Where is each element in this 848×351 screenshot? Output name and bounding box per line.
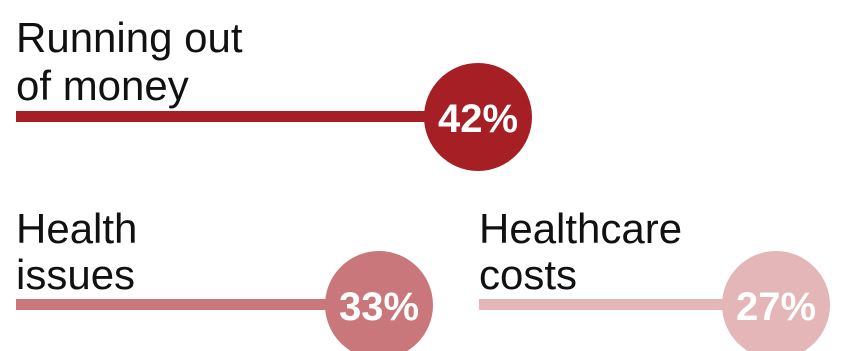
value-label-health-issues: 33% bbox=[339, 285, 419, 329]
value-bubble-healthcare-costs bbox=[722, 251, 830, 351]
value-bubble-running-out-of-money bbox=[424, 63, 532, 171]
chart-item-running-out-of-money: Running out of money 42% bbox=[16, 14, 532, 171]
category-label-line-2: costs bbox=[479, 251, 577, 298]
category-label-line-1: Running out bbox=[16, 14, 243, 61]
value-label-running-out-of-money: 42% bbox=[438, 97, 518, 141]
bar-running-out-of-money bbox=[16, 111, 478, 122]
bar-health-issues bbox=[16, 299, 379, 310]
category-label-line-1: Health bbox=[16, 205, 137, 252]
value-bubble-health-issues bbox=[325, 251, 433, 351]
category-label-line-2: issues bbox=[16, 251, 135, 298]
value-label-healthcare-costs: 27% bbox=[736, 285, 816, 329]
chart-item-healthcare-costs: Healthcare costs 27% bbox=[479, 205, 830, 351]
category-label-line-1: Healthcare bbox=[479, 205, 682, 252]
category-label-line-2: of money bbox=[16, 62, 189, 109]
bar-healthcare-costs bbox=[479, 299, 776, 310]
chart-item-health-issues: Health issues 33% bbox=[16, 205, 433, 351]
